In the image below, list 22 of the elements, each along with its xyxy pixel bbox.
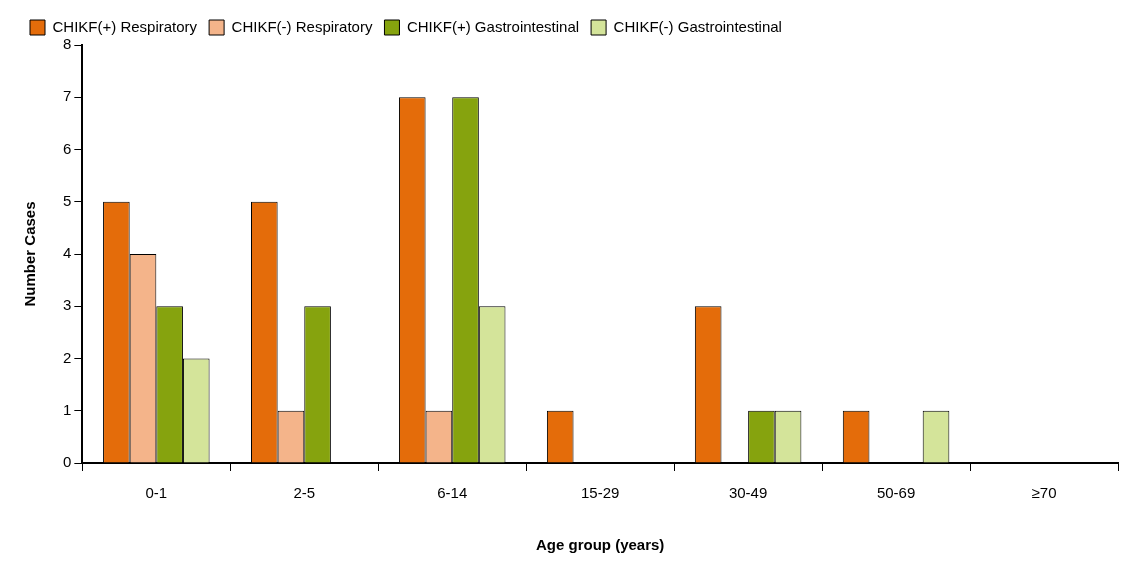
y-tick-label: 3 (63, 296, 72, 314)
x-tick-label: 2-5 (293, 484, 316, 502)
x-tick-label: 50-69 (876, 484, 916, 502)
y-axis-title: Number Cases (21, 201, 39, 307)
legend-label: CHIKF(-) Gastrointestinal (613, 17, 782, 35)
y-tick-label: 5 (63, 191, 72, 209)
x-tick-label: 0-1 (145, 484, 168, 502)
x-tick-label: 30-49 (728, 484, 768, 502)
y-tick-label: 4 (63, 244, 72, 262)
x-tick-label: 15-29 (580, 484, 620, 502)
y-tick-label: 8 (63, 35, 72, 53)
y-tick-label: 1 (63, 400, 72, 418)
x-tick-label: ≥70 (1031, 484, 1057, 502)
y-tick-label: 2 (63, 348, 72, 366)
legend-label: CHIKF(-) Respiratory (231, 17, 373, 35)
legend-label: CHIKF(+) Gastrointestinal (406, 17, 580, 35)
y-tick-label: 7 (63, 87, 72, 105)
legend-label: CHIKF(+) Respiratory (52, 17, 198, 35)
y-tick-label: 6 (63, 139, 72, 157)
y-tick-label: 0 (63, 453, 72, 471)
x-axis-title: Age group (years) (535, 536, 665, 554)
x-tick-label: 6-14 (437, 484, 468, 502)
